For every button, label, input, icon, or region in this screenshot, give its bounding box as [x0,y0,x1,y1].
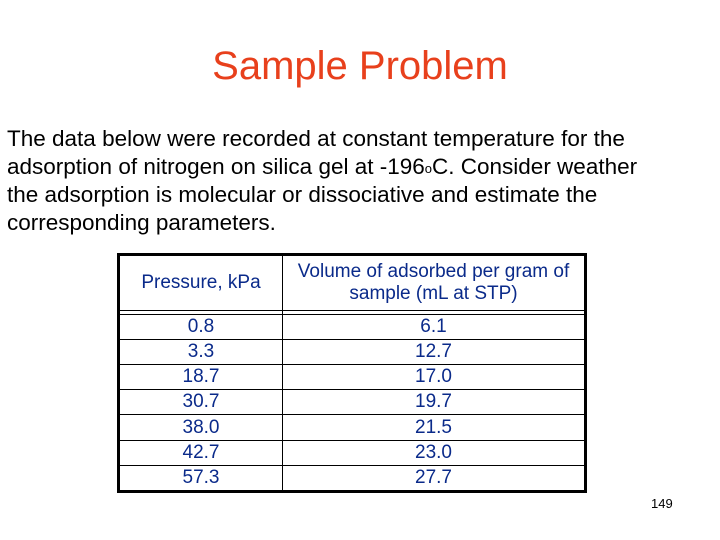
table-row: 0.8 6.1 [119,313,585,340]
problem-line-3: the adsorption is molecular or dissociat… [7,182,598,207]
pressure-cell: 18.7 [119,364,283,391]
table-row: 18.7 17.0 [119,364,585,391]
problem-line-1: The data below were recorded at constant… [7,126,625,151]
pressure-cell: 3.3 [119,338,283,366]
volume-cell: 6.1 [282,313,585,340]
pressure-cell: 42.7 [119,439,283,466]
problem-statement: The data below were recorded at constant… [7,125,713,237]
problem-line-4: corresponding parameters. [7,210,276,235]
problem-line-2: adsorption of nitrogen on silica gel at … [7,154,638,179]
pressure-cell: 0.8 [119,313,283,340]
table-row: 3.3 12.7 [119,338,585,366]
volume-cell: 27.7 [282,464,585,492]
header-pressure: Pressure, kPa [119,255,283,311]
adsorption-data-table: Pressure, kPa Volume of adsorbed per gra… [117,253,587,493]
table-header-row: Pressure, kPa Volume of adsorbed per gra… [119,255,585,311]
header-volume: Volume of adsorbed per gram of sample (m… [282,255,585,311]
volume-cell: 23.0 [282,439,585,466]
volume-cell: 12.7 [282,338,585,366]
page-number: 149 [651,496,673,511]
pressure-cell: 30.7 [119,389,283,416]
volume-cell: 17.0 [282,364,585,391]
table-row: 30.7 19.7 [119,389,585,416]
slide-title: Sample Problem [212,44,508,88]
pressure-cell: 38.0 [119,414,283,441]
pressure-cell: 57.3 [119,464,283,492]
table-row: 57.3 27.7 [119,464,585,492]
table-row: 42.7 23.0 [119,439,585,466]
volume-cell: 21.5 [282,414,585,441]
table-row: 38.0 21.5 [119,414,585,441]
volume-cell: 19.7 [282,389,585,416]
